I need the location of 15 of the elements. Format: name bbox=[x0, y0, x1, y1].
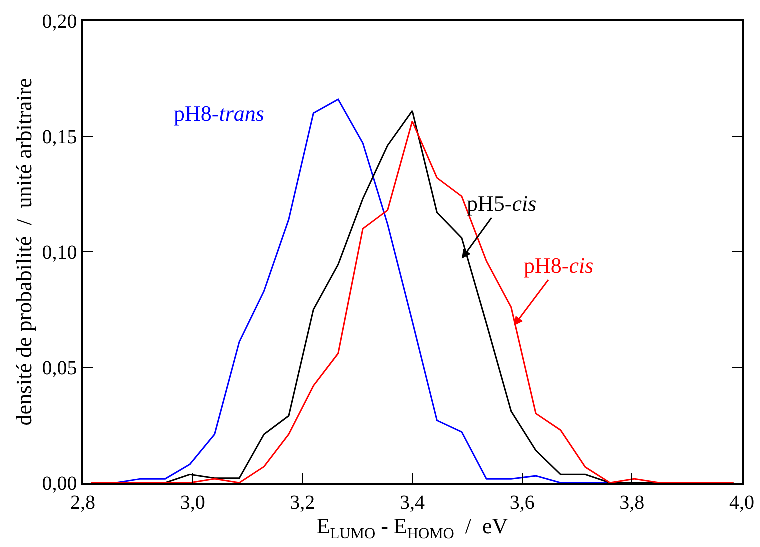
annotation: pH8-trans bbox=[174, 101, 264, 126]
x-tick-label: 3,4 bbox=[400, 492, 425, 514]
x-tick-label: 4,0 bbox=[730, 492, 754, 514]
y-axis-title: densité de probabilité / unité arbitraire bbox=[12, 78, 37, 426]
x-tick-label: 3,2 bbox=[290, 492, 316, 514]
y-tick-label: 0,10 bbox=[42, 242, 78, 264]
x-axis-title: E$_{LUMO}$ - E$_{HOMO}$ / eV bbox=[316, 514, 508, 542]
x-tick-label: 3,6 bbox=[510, 492, 535, 514]
x-tick-label: 3,8 bbox=[620, 492, 645, 514]
y-tick-label: 0,20 bbox=[42, 11, 78, 33]
x-tick-label: 3,0 bbox=[180, 492, 206, 514]
annotation: pH5-cis bbox=[467, 191, 537, 216]
y-tick-label: 0,05 bbox=[42, 358, 78, 380]
annotation: pH8-cis bbox=[524, 253, 594, 278]
y-tick-label: 0,15 bbox=[42, 126, 78, 148]
